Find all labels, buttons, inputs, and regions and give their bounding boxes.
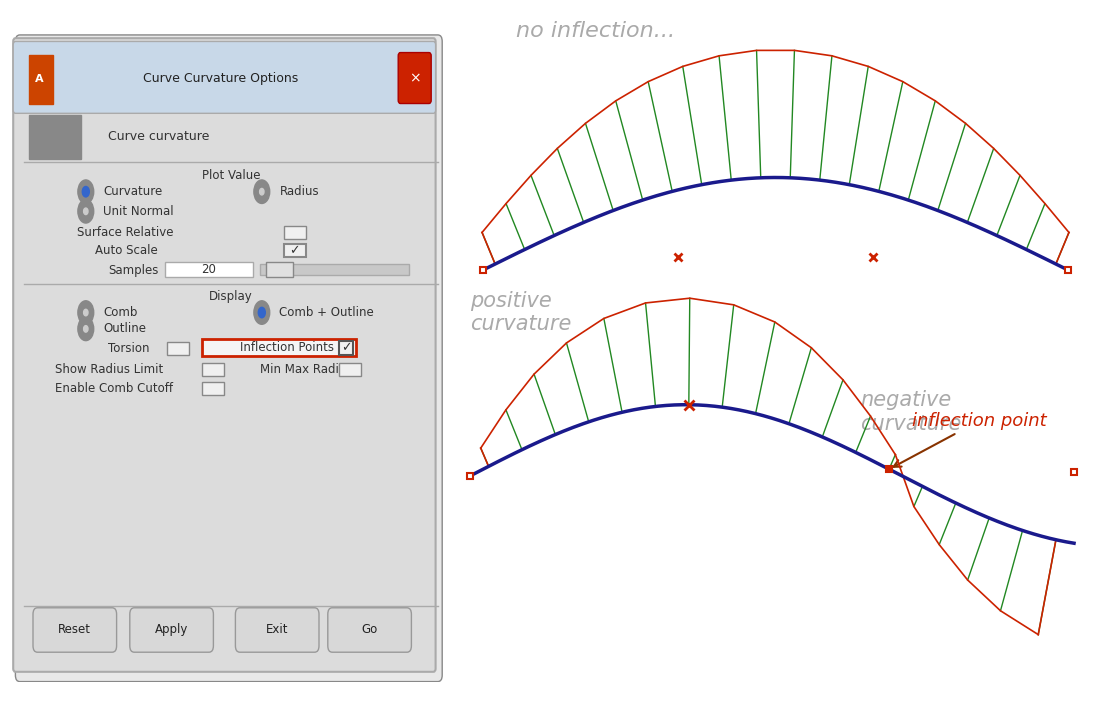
Circle shape [84,208,88,214]
FancyBboxPatch shape [165,262,253,277]
Text: 20: 20 [201,263,217,276]
Text: Go: Go [362,623,377,636]
Text: Radius: Radius [279,185,319,198]
Circle shape [258,307,265,318]
Text: no inflection...: no inflection... [516,21,675,41]
Text: positive
curvature: positive curvature [471,291,572,334]
FancyBboxPatch shape [29,114,81,159]
Circle shape [78,301,94,324]
Text: inflection point: inflection point [893,412,1046,466]
FancyBboxPatch shape [284,244,306,257]
FancyBboxPatch shape [339,363,361,376]
Text: Samples: Samples [108,263,158,277]
Circle shape [78,200,94,223]
FancyBboxPatch shape [266,262,293,277]
FancyBboxPatch shape [202,363,224,376]
FancyBboxPatch shape [29,55,53,104]
Text: Comb: Comb [103,306,138,319]
FancyBboxPatch shape [339,341,353,355]
Circle shape [260,188,264,195]
Text: A: A [35,74,44,84]
Text: Exit: Exit [266,623,288,636]
Text: negative
curvature: negative curvature [860,391,961,434]
Text: Unit Normal: Unit Normal [103,204,174,218]
FancyBboxPatch shape [328,608,411,652]
Text: Show Radius Limit: Show Radius Limit [55,363,163,376]
FancyBboxPatch shape [167,342,189,355]
Circle shape [78,317,94,341]
FancyBboxPatch shape [15,35,442,682]
Circle shape [82,187,89,197]
FancyBboxPatch shape [284,226,306,239]
Text: Reset: Reset [58,623,91,636]
FancyBboxPatch shape [235,608,319,652]
Text: Curve Curvature Options: Curve Curvature Options [143,72,298,85]
Text: Curve curvature: Curve curvature [108,131,209,143]
Circle shape [254,301,270,324]
Text: ×: × [409,71,420,85]
Text: Surface Relative: Surface Relative [77,226,174,239]
Text: Inflection Points: Inflection Points [240,342,333,354]
Text: ✓: ✓ [289,244,300,257]
Text: ✓: ✓ [341,342,352,354]
Text: Apply: Apply [155,623,188,636]
FancyBboxPatch shape [202,339,356,356]
Circle shape [254,180,270,204]
FancyBboxPatch shape [398,53,431,104]
FancyBboxPatch shape [13,38,436,672]
FancyBboxPatch shape [202,383,224,395]
Text: Curvature: Curvature [103,185,163,198]
FancyBboxPatch shape [260,263,409,275]
Text: Outline: Outline [103,322,146,335]
Circle shape [84,310,88,316]
Text: Enable Comb Cutoff: Enable Comb Cutoff [55,383,173,395]
Text: Torsion: Torsion [108,342,150,355]
FancyBboxPatch shape [33,608,117,652]
FancyBboxPatch shape [130,608,213,652]
Text: Plot Value: Plot Value [201,169,261,182]
Text: Auto Scale: Auto Scale [95,244,157,257]
Circle shape [78,180,94,204]
Text: Min Max Radius: Min Max Radius [260,363,352,376]
Text: Display: Display [209,290,253,302]
Text: Comb + Outline: Comb + Outline [279,306,374,319]
FancyBboxPatch shape [13,41,436,114]
Circle shape [84,326,88,332]
